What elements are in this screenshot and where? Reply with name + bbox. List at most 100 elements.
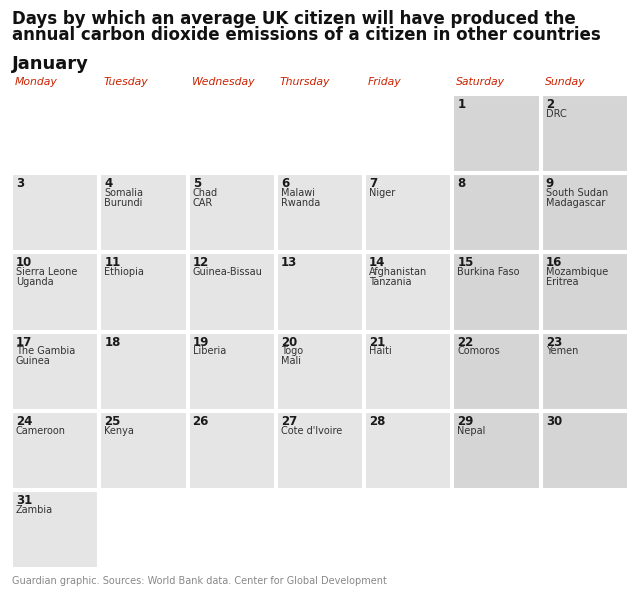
Text: 30: 30 xyxy=(546,415,562,428)
Bar xyxy=(12,491,99,568)
Bar xyxy=(189,174,275,252)
Bar xyxy=(453,333,540,409)
Text: Mozambique: Mozambique xyxy=(546,268,608,277)
Text: 27: 27 xyxy=(281,415,297,428)
Text: 12: 12 xyxy=(193,256,209,269)
Text: Cameroon: Cameroon xyxy=(16,426,66,436)
Text: Eritrea: Eritrea xyxy=(546,277,578,287)
Text: 9: 9 xyxy=(546,177,554,190)
Text: Thursday: Thursday xyxy=(280,77,330,87)
Text: 6: 6 xyxy=(281,177,289,190)
Bar xyxy=(277,333,363,409)
Text: Malawi: Malawi xyxy=(281,188,315,198)
Text: Friday: Friday xyxy=(368,77,402,87)
Text: Uganda: Uganda xyxy=(16,277,54,287)
Text: 24: 24 xyxy=(16,415,33,428)
Text: 10: 10 xyxy=(16,256,32,269)
Text: 29: 29 xyxy=(458,415,474,428)
Bar xyxy=(365,253,451,331)
Text: 3: 3 xyxy=(16,177,24,190)
Text: 23: 23 xyxy=(546,336,562,349)
Bar xyxy=(189,333,275,409)
Bar xyxy=(453,253,540,331)
Text: Niger: Niger xyxy=(369,188,396,198)
Text: 18: 18 xyxy=(104,336,121,349)
Bar xyxy=(277,174,363,252)
Bar xyxy=(541,95,628,172)
Bar xyxy=(12,174,99,252)
Text: Cote d'Ivoire: Cote d'Ivoire xyxy=(281,426,342,436)
Bar xyxy=(100,333,187,409)
Text: annual carbon dioxide emissions of a citizen in other countries: annual carbon dioxide emissions of a cit… xyxy=(12,26,601,44)
Text: Saturday: Saturday xyxy=(456,77,506,87)
Text: Madagascar: Madagascar xyxy=(546,198,605,208)
Text: 5: 5 xyxy=(193,177,201,190)
Text: Days by which an average UK citizen will have produced the: Days by which an average UK citizen will… xyxy=(12,10,576,28)
Text: Yemen: Yemen xyxy=(546,346,578,356)
Text: 16: 16 xyxy=(546,256,562,269)
Text: 14: 14 xyxy=(369,256,385,269)
Text: 19: 19 xyxy=(193,336,209,349)
Bar xyxy=(12,253,99,331)
Text: CAR: CAR xyxy=(193,198,213,208)
Text: Comoros: Comoros xyxy=(458,346,500,356)
Bar xyxy=(541,412,628,489)
Bar xyxy=(453,95,540,172)
Bar xyxy=(189,253,275,331)
Text: Somalia: Somalia xyxy=(104,188,143,198)
Text: Burkina Faso: Burkina Faso xyxy=(458,268,520,277)
Bar xyxy=(100,412,187,489)
Bar xyxy=(365,412,451,489)
Text: 11: 11 xyxy=(104,256,120,269)
Bar xyxy=(453,412,540,489)
Text: 7: 7 xyxy=(369,177,377,190)
Bar xyxy=(12,333,99,409)
Bar xyxy=(100,174,187,252)
Text: Tanzania: Tanzania xyxy=(369,277,412,287)
Bar xyxy=(541,174,628,252)
Text: 13: 13 xyxy=(281,256,297,269)
Text: 22: 22 xyxy=(458,336,474,349)
Text: Burundi: Burundi xyxy=(104,198,143,208)
Text: Rwanda: Rwanda xyxy=(281,198,320,208)
Text: 25: 25 xyxy=(104,415,121,428)
Text: Guinea: Guinea xyxy=(16,356,51,367)
Text: 26: 26 xyxy=(193,415,209,428)
Text: 2: 2 xyxy=(546,98,554,111)
Text: Liberia: Liberia xyxy=(193,346,226,356)
Bar xyxy=(541,333,628,409)
Text: Wednesday: Wednesday xyxy=(191,77,255,87)
Text: Sierra Leone: Sierra Leone xyxy=(16,268,77,277)
Text: Ethiopia: Ethiopia xyxy=(104,268,144,277)
Text: Haiti: Haiti xyxy=(369,346,392,356)
Text: Guardian graphic. Sources: World Bank data. Center for Global Development: Guardian graphic. Sources: World Bank da… xyxy=(12,576,387,586)
Text: 17: 17 xyxy=(16,336,32,349)
Text: Tuesday: Tuesday xyxy=(103,77,148,87)
Text: 20: 20 xyxy=(281,336,297,349)
Bar xyxy=(365,174,451,252)
Text: 1: 1 xyxy=(458,98,465,111)
Bar xyxy=(277,412,363,489)
Text: 28: 28 xyxy=(369,415,385,428)
Text: Togo: Togo xyxy=(281,346,303,356)
Text: 8: 8 xyxy=(458,177,466,190)
Text: 31: 31 xyxy=(16,494,32,507)
Text: January: January xyxy=(12,55,89,73)
Text: South Sudan: South Sudan xyxy=(546,188,608,198)
Text: Guinea-Bissau: Guinea-Bissau xyxy=(193,268,262,277)
Bar xyxy=(453,174,540,252)
Text: The Gambia: The Gambia xyxy=(16,346,76,356)
Bar xyxy=(100,253,187,331)
Text: Afghanistan: Afghanistan xyxy=(369,268,428,277)
Text: Monday: Monday xyxy=(15,77,58,87)
Text: 15: 15 xyxy=(458,256,474,269)
Text: Kenya: Kenya xyxy=(104,426,134,436)
Bar xyxy=(365,333,451,409)
Text: Nepal: Nepal xyxy=(458,426,486,436)
Bar xyxy=(541,253,628,331)
Bar xyxy=(189,412,275,489)
Text: Mali: Mali xyxy=(281,356,301,367)
Text: 21: 21 xyxy=(369,336,385,349)
Text: Zambia: Zambia xyxy=(16,505,53,515)
Bar xyxy=(12,412,99,489)
